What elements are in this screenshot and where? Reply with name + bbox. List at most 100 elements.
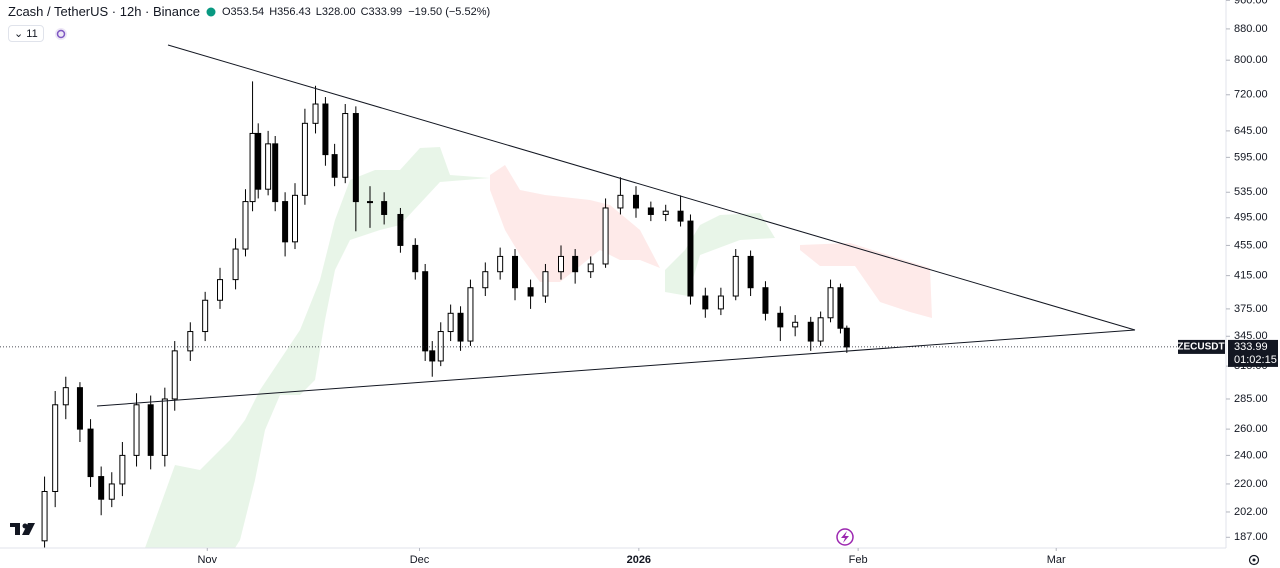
candle-body xyxy=(602,207,609,265)
y-tick-label: 535.00 xyxy=(1234,186,1268,198)
candle-body xyxy=(558,255,565,273)
cloud-green xyxy=(145,147,490,548)
candle-body xyxy=(647,207,654,215)
candle-body xyxy=(265,143,272,190)
ohlc-item: H356.43 xyxy=(269,6,311,18)
candle-body xyxy=(62,387,69,406)
price-value: 333.99 xyxy=(1234,341,1268,353)
candle-body xyxy=(87,428,94,478)
symbol-box xyxy=(1178,339,1225,354)
tv-logo xyxy=(10,523,35,535)
ohlc-value: 356.43 xyxy=(277,5,311,18)
candle-body xyxy=(467,287,474,342)
y-tick-label: 495.00 xyxy=(1234,212,1268,224)
candle-body xyxy=(512,255,519,289)
ohlc: O353.54 H356.43 L328.00 C333.99 xyxy=(222,6,402,18)
y-tick-label: 595.00 xyxy=(1234,151,1268,163)
y-tick-label: 220.00 xyxy=(1234,478,1268,490)
candle-body xyxy=(397,213,404,246)
ohlc-value: 353.54 xyxy=(230,5,265,18)
ohlc-value: 333.99 xyxy=(368,5,403,18)
candle-body xyxy=(331,154,338,178)
candle-body xyxy=(587,263,594,273)
candle-body xyxy=(119,454,126,485)
candle-body xyxy=(352,113,359,203)
candle-body xyxy=(482,271,489,289)
candle-body xyxy=(837,287,844,329)
candle-body xyxy=(147,404,154,456)
symbol-title: Zcash / TetherUS · 12h · Binance xyxy=(8,4,200,19)
candle-body xyxy=(272,143,279,203)
candle-body xyxy=(161,398,168,456)
candle-body xyxy=(98,476,105,500)
candle-body xyxy=(133,404,140,456)
refresh-icon[interactable] xyxy=(54,27,68,41)
legend: Zcash / TetherUS · 12h · Binance O353.54… xyxy=(8,4,490,19)
candle-body xyxy=(747,255,754,289)
candle-body xyxy=(249,132,256,203)
cloud-green xyxy=(665,213,775,296)
y-tick-label: 202.00 xyxy=(1234,506,1268,518)
candle-body xyxy=(282,201,289,243)
candle-body xyxy=(366,201,373,204)
ohlc-item: O353.54 xyxy=(222,6,264,18)
ohlc-key: C xyxy=(360,5,369,18)
change: −19.50 (−5.52%) xyxy=(408,5,491,18)
candle-body xyxy=(381,201,388,215)
status-dot xyxy=(206,7,216,16)
y-tick-label: 800.00 xyxy=(1234,54,1268,66)
ohlc-item: L328.00 xyxy=(316,6,356,18)
candle-body xyxy=(762,287,769,314)
candle-body xyxy=(242,201,249,250)
candle-body xyxy=(632,194,639,209)
candle-body xyxy=(617,194,624,209)
candle-body xyxy=(301,122,308,196)
candle-body xyxy=(732,255,739,297)
ohlc-key: H xyxy=(269,5,278,18)
candle-body xyxy=(437,331,444,362)
y-tick-label: 375.00 xyxy=(1234,303,1268,315)
axes: 960.00 880.00 800.00 720.00 645.00 595.00 535.… xyxy=(197,0,1268,566)
candle-body xyxy=(827,287,834,319)
candle-body xyxy=(527,287,534,297)
candle-body xyxy=(677,210,684,222)
candle-body xyxy=(687,220,694,297)
candle-body xyxy=(702,295,709,310)
y-tick-label: 240.00 xyxy=(1234,449,1268,461)
candle-body xyxy=(412,244,419,273)
x-tick-label: Feb xyxy=(849,554,868,566)
indicator-toggle[interactable]: ⌄ 11 xyxy=(8,25,44,42)
candle-body xyxy=(108,483,115,500)
x-tick-label: Nov xyxy=(197,554,217,566)
candle-body xyxy=(497,255,504,273)
event-icon[interactable] xyxy=(836,528,854,546)
candle-body xyxy=(217,279,224,301)
settings-icon[interactable] xyxy=(1248,554,1260,566)
y-tick-label: 187.00 xyxy=(1234,531,1268,543)
candle-body xyxy=(572,255,579,273)
candle-body xyxy=(429,350,436,362)
indicator-count: 11 xyxy=(26,28,38,40)
candle-body xyxy=(41,490,48,542)
candle-body xyxy=(52,404,59,492)
ohlc-item: C333.99 xyxy=(361,6,403,18)
candle-body xyxy=(457,312,464,342)
plot xyxy=(41,81,850,548)
candle-body xyxy=(817,317,824,342)
candle-body xyxy=(542,271,549,297)
candle-body xyxy=(792,321,799,328)
candle-body xyxy=(807,321,814,342)
y-tick-label: 345.00 xyxy=(1234,330,1268,342)
cloud xyxy=(145,147,932,548)
candle-body xyxy=(255,132,262,190)
x-tick-label: Mar xyxy=(1047,554,1066,566)
indicators-row: ⌄ 11 xyxy=(8,25,68,42)
cloud-red xyxy=(490,165,660,282)
y-tick-label: 645.00 xyxy=(1234,125,1268,137)
y-tick-label: 285.00 xyxy=(1234,393,1268,405)
y-tick-label: 960.00 xyxy=(1234,0,1268,6)
candle-body xyxy=(171,350,178,400)
